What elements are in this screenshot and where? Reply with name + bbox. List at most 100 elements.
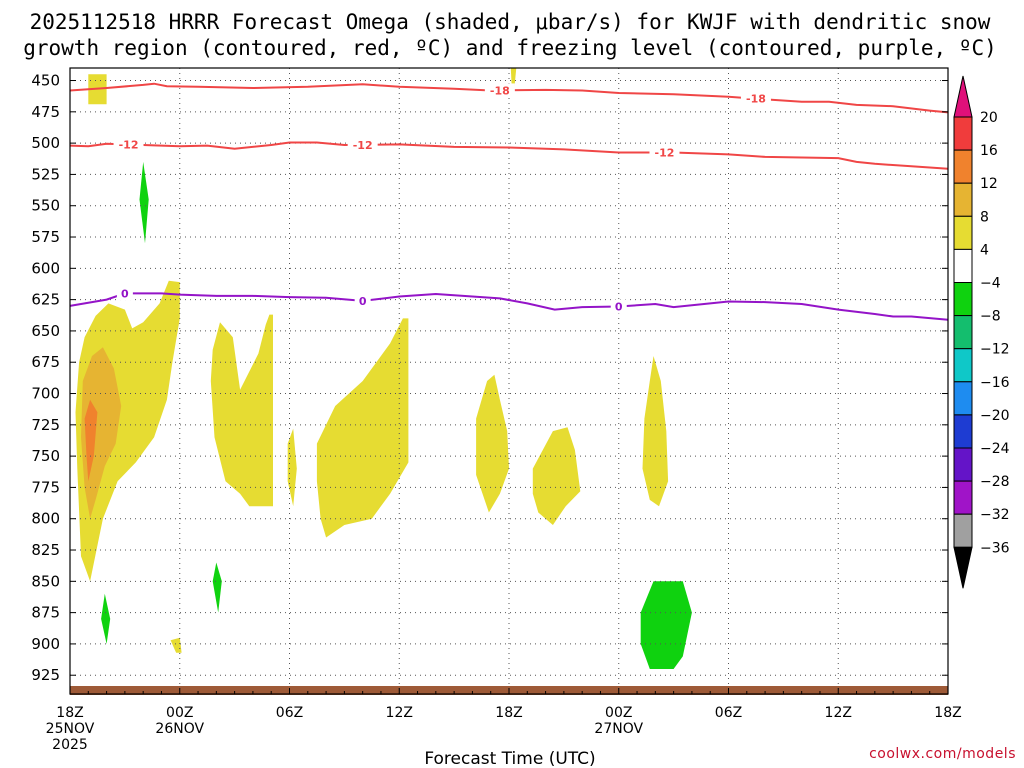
colorbar-bin — [953, 215, 973, 250]
axes: 450 475 500 525 550 575 600 625 650 675 700 725 750 7… — [31, 72, 961, 753]
omega-darkorange-a — [84, 399, 98, 482]
colorbar-label: 4 — [980, 242, 989, 258]
y-tick-label: 575 — [31, 228, 60, 246]
contours: -18 -18 -12 -12 -12 0 0 0 — [69, 82, 949, 321]
y-tick-label: 875 — [31, 604, 60, 622]
freezing-level-label-bg — [354, 293, 371, 308]
dgz-minus-12-label-bg — [649, 145, 680, 160]
colorbar-label: −12 — [980, 342, 1010, 358]
colorbar-label: −24 — [980, 441, 1010, 457]
colorbar-bin — [953, 149, 973, 184]
y-tick-label: 600 — [31, 259, 60, 277]
x-tick-label: 25NOV — [46, 721, 95, 737]
colorbar-label: 16 — [980, 143, 998, 159]
y-tick-label: 525 — [31, 165, 60, 183]
omega-green-b — [101, 593, 111, 644]
colorbar: 20 16 12 8 4 −4 −8 −12 −16 −20 −24 −28 −32 −36 — [953, 75, 1010, 589]
omega-shading — [75, 68, 692, 669]
grid — [70, 68, 948, 694]
dgz-minus-18-label: -18 — [746, 93, 766, 106]
chart-title-line-1: 2025112518 HRRR Forecast Omega (shaded, … — [30, 10, 991, 34]
colorbar-bottom-cap — [953, 546, 973, 589]
colorbar-label: 20 — [980, 110, 998, 126]
omega-yellow-i — [642, 356, 669, 507]
omega-yellow-h — [532, 427, 581, 525]
freezing-level-line — [69, 292, 949, 321]
colorbar-bin — [953, 447, 973, 482]
x-tick-label: 00Z — [166, 705, 193, 721]
y-tick-label: 825 — [31, 541, 60, 559]
credit-text[interactable]: coolwx.com/models — [869, 746, 1016, 762]
colorbar-bin — [953, 381, 973, 416]
omega-yellow-e — [287, 428, 297, 507]
x-axis-label: Forecast Time (UTC) — [424, 749, 595, 768]
dgz-minus-12-label-bg — [113, 137, 144, 152]
omega-yellow-j — [170, 637, 182, 653]
colorbar-bin — [953, 182, 973, 217]
colorbar-top-cap — [953, 75, 973, 118]
dgz-minus-18-line — [69, 82, 949, 114]
omega-green-a — [139, 161, 149, 244]
y-tick-label: 550 — [31, 197, 60, 215]
colorbar-label: −28 — [980, 474, 1010, 490]
x-tick-label: 18Z — [495, 705, 522, 721]
x-tick-label: 06Z — [276, 705, 303, 721]
x-tick-label: 27NOV — [594, 721, 643, 737]
y-tick-label: 500 — [31, 134, 60, 152]
colorbar-bin — [953, 248, 973, 283]
colorbar-bin — [953, 282, 973, 317]
colorbar-bin — [953, 348, 973, 383]
omega-yellow-f — [316, 318, 409, 538]
dgz-minus-12-line — [69, 141, 949, 170]
colorbar-label: 8 — [980, 209, 989, 225]
colorbar-label: 12 — [980, 176, 998, 192]
dgz-minus-12-label: -12 — [119, 138, 139, 151]
colorbar-label: −20 — [980, 408, 1010, 424]
x-tick-label: 00Z — [605, 705, 632, 721]
y-tick-label: 775 — [31, 478, 60, 496]
colorbar-bin — [953, 480, 973, 515]
plot-frame — [69, 67, 949, 695]
omega-yellow-d — [210, 314, 273, 507]
dgz-minus-18-label-bg — [484, 83, 515, 98]
y-tick-label: 475 — [31, 103, 60, 121]
x-tick-label: 18Z — [56, 705, 83, 721]
y-tick-label: 850 — [31, 572, 60, 590]
x-tick-label: 12Z — [825, 705, 852, 721]
dgz-minus-12-label: -12 — [655, 147, 675, 160]
x-tick-label: 06Z — [715, 705, 742, 721]
y-tick-label: 900 — [31, 635, 60, 653]
colorbar-label: −36 — [980, 540, 1010, 556]
freezing-level-label: 0 — [121, 287, 129, 300]
colorbar-bin — [953, 315, 973, 350]
y-tick-label: 750 — [31, 447, 60, 465]
y-tick-label: 925 — [31, 666, 60, 684]
dgz-minus-18-label-bg — [740, 91, 771, 106]
colorbar-bin — [953, 116, 973, 151]
y-tick-label: 625 — [31, 291, 60, 309]
freezing-level-label: 0 — [359, 295, 367, 308]
x-tick-label: 12Z — [386, 705, 413, 721]
y-tick-label: 800 — [31, 510, 60, 528]
dgz-minus-12-label-bg — [347, 137, 378, 152]
freezing-level-label-bg — [116, 286, 133, 301]
omega-yellow-g — [476, 374, 509, 513]
x-tick-label: 18Z — [934, 705, 961, 721]
colorbar-label: −8 — [980, 309, 1001, 325]
x-tick-label: 26NOV — [155, 721, 204, 737]
colorbar-bin — [953, 414, 973, 449]
dgz-minus-12-label: -12 — [353, 139, 373, 152]
omega-green-d — [640, 581, 692, 669]
y-tick-label: 450 — [31, 72, 60, 90]
x-tick-label: 2025 — [52, 737, 88, 753]
y-tick-label: 650 — [31, 322, 60, 340]
y-tick-label: 700 — [31, 385, 60, 403]
colorbar-label: −16 — [980, 375, 1010, 391]
freezing-level-label: 0 — [615, 301, 623, 314]
chart-title-line-2: growth region (contoured, red, ºC) and f… — [23, 36, 997, 60]
colorbar-bin — [953, 513, 973, 548]
colorbar-label: −32 — [980, 507, 1010, 523]
y-tick-label: 675 — [31, 353, 60, 371]
omega-yellow-b — [510, 68, 517, 87]
